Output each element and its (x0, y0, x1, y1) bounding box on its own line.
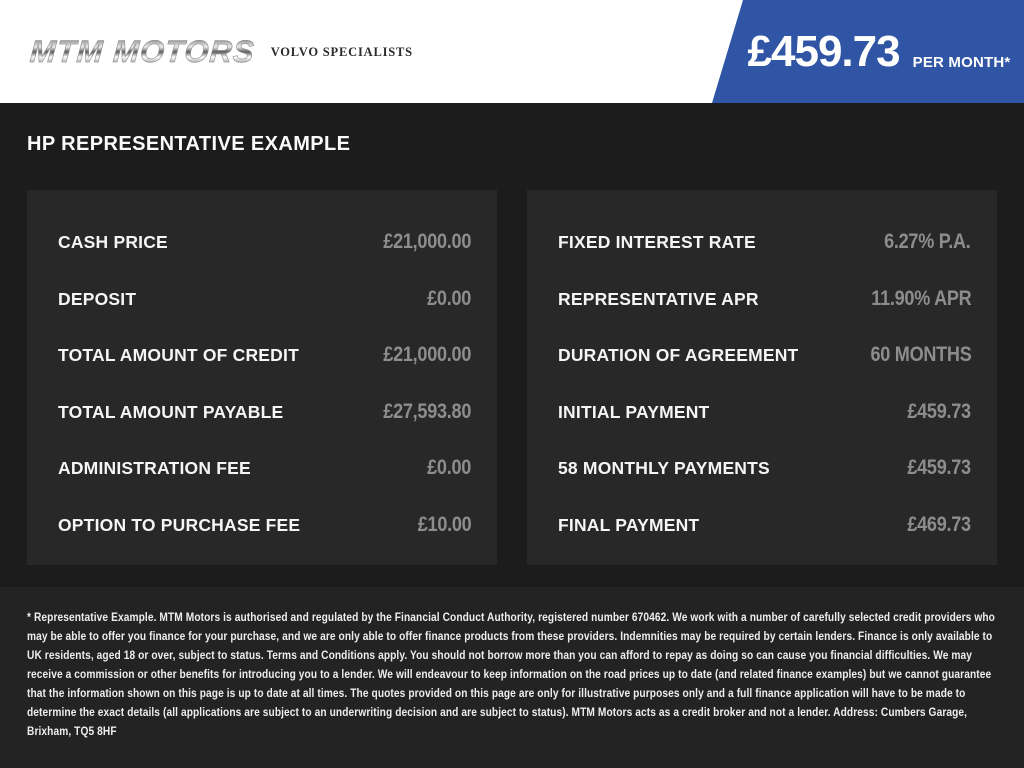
finance-row-value: £21,000.00 (383, 343, 471, 366)
finance-row-cash-price: CASH PRICE £21,000.00 (58, 230, 471, 254)
monthly-price-banner: £459.73 PER MONTH* (712, 0, 1024, 103)
finance-row-label: DURATION OF AGREEMENT (558, 345, 799, 365)
site-header: MTM MOTORS VOLVO SPECIALISTS £459.73 PER… (0, 0, 1024, 103)
finance-row-label: TOTAL AMOUNT OF CREDIT (58, 345, 299, 365)
monthly-price-period: PER MONTH* (912, 54, 1011, 71)
disclaimer-section: * Representative Example. MTM Motors is … (0, 587, 1024, 768)
finance-row-initial-payment: INITIAL PAYMENT £459.73 (558, 400, 971, 424)
finance-row-label: OPTION TO PURCHASE FEE (58, 514, 301, 535)
finance-row-label: REPRESENTATIVE APR (558, 288, 759, 309)
dealer-logo-subtitle: VOLVO SPECIALISTS (270, 45, 413, 59)
finance-row-duration: DURATION OF AGREEMENT 60 MONTHS (558, 343, 971, 367)
monthly-price-amount: £459.73 (747, 26, 901, 76)
finance-row-label: INITIAL PAYMENT (558, 401, 710, 422)
finance-row-interest-rate: FIXED INTEREST RATE 6.27% P.A. (558, 230, 971, 254)
finance-row-option-fee: OPTION TO PURCHASE FEE £10.00 (58, 513, 471, 537)
page-title: HP REPRESENTATIVE EXAMPLE (27, 133, 351, 155)
dealer-logo-text: MTM MOTORS (28, 33, 257, 69)
finance-panel-left: CASH PRICE £21,000.00 DEPOSIT £0.00 TOTA… (27, 190, 497, 565)
finance-details: CASH PRICE £21,000.00 DEPOSIT £0.00 TOTA… (27, 190, 997, 565)
dealer-logo[interactable]: MTM MOTORS VOLVO SPECIALISTS (28, 0, 413, 103)
finance-panel-right: FIXED INTEREST RATE 6.27% P.A. REPRESENT… (527, 190, 997, 565)
finance-row-value: £0.00 (427, 456, 471, 479)
finance-row-apr: REPRESENTATIVE APR 11.90% APR (558, 287, 971, 311)
finance-row-label: TOTAL AMOUNT PAYABLE (58, 401, 284, 422)
finance-row-value: 60 MONTHS (869, 343, 971, 366)
finance-row-value: £21,000.00 (383, 230, 471, 253)
disclaimer-text: * Representative Example. MTM Motors is … (27, 612, 995, 738)
finance-row-final-payment: FINAL PAYMENT £469.73 (558, 513, 971, 537)
finance-row-deposit: DEPOSIT £0.00 (58, 287, 471, 311)
finance-row-total-payable: TOTAL AMOUNT PAYABLE £27,593.80 (58, 400, 471, 424)
finance-row-label: CASH PRICE (58, 232, 168, 252)
finance-row-value: £459.73 (907, 456, 972, 479)
finance-row-value: £0.00 (427, 286, 471, 310)
finance-row-total-credit: TOTAL AMOUNT OF CREDIT £21,000.00 (58, 343, 471, 367)
finance-row-admin-fee: ADMINISTRATION FEE £0.00 (58, 456, 471, 480)
finance-row-value: 6.27% P.A. (884, 230, 972, 253)
finance-row-value: £469.73 (907, 512, 972, 536)
finance-row-value: £459.73 (907, 399, 972, 423)
finance-row-monthly-payments: 58 MONTHLY PAYMENTS £459.73 (558, 456, 971, 480)
finance-row-value: £27,593.80 (383, 399, 471, 423)
finance-row-value: £10.00 (417, 512, 471, 536)
finance-row-label: FIXED INTEREST RATE (558, 232, 756, 252)
finance-row-label: FINAL PAYMENT (558, 514, 700, 535)
finance-row-label: ADMINISTRATION FEE (58, 458, 251, 478)
finance-row-value: 11.90% APR (870, 286, 971, 310)
finance-row-label: DEPOSIT (58, 288, 137, 309)
finance-row-label: 58 MONTHLY PAYMENTS (558, 458, 770, 478)
